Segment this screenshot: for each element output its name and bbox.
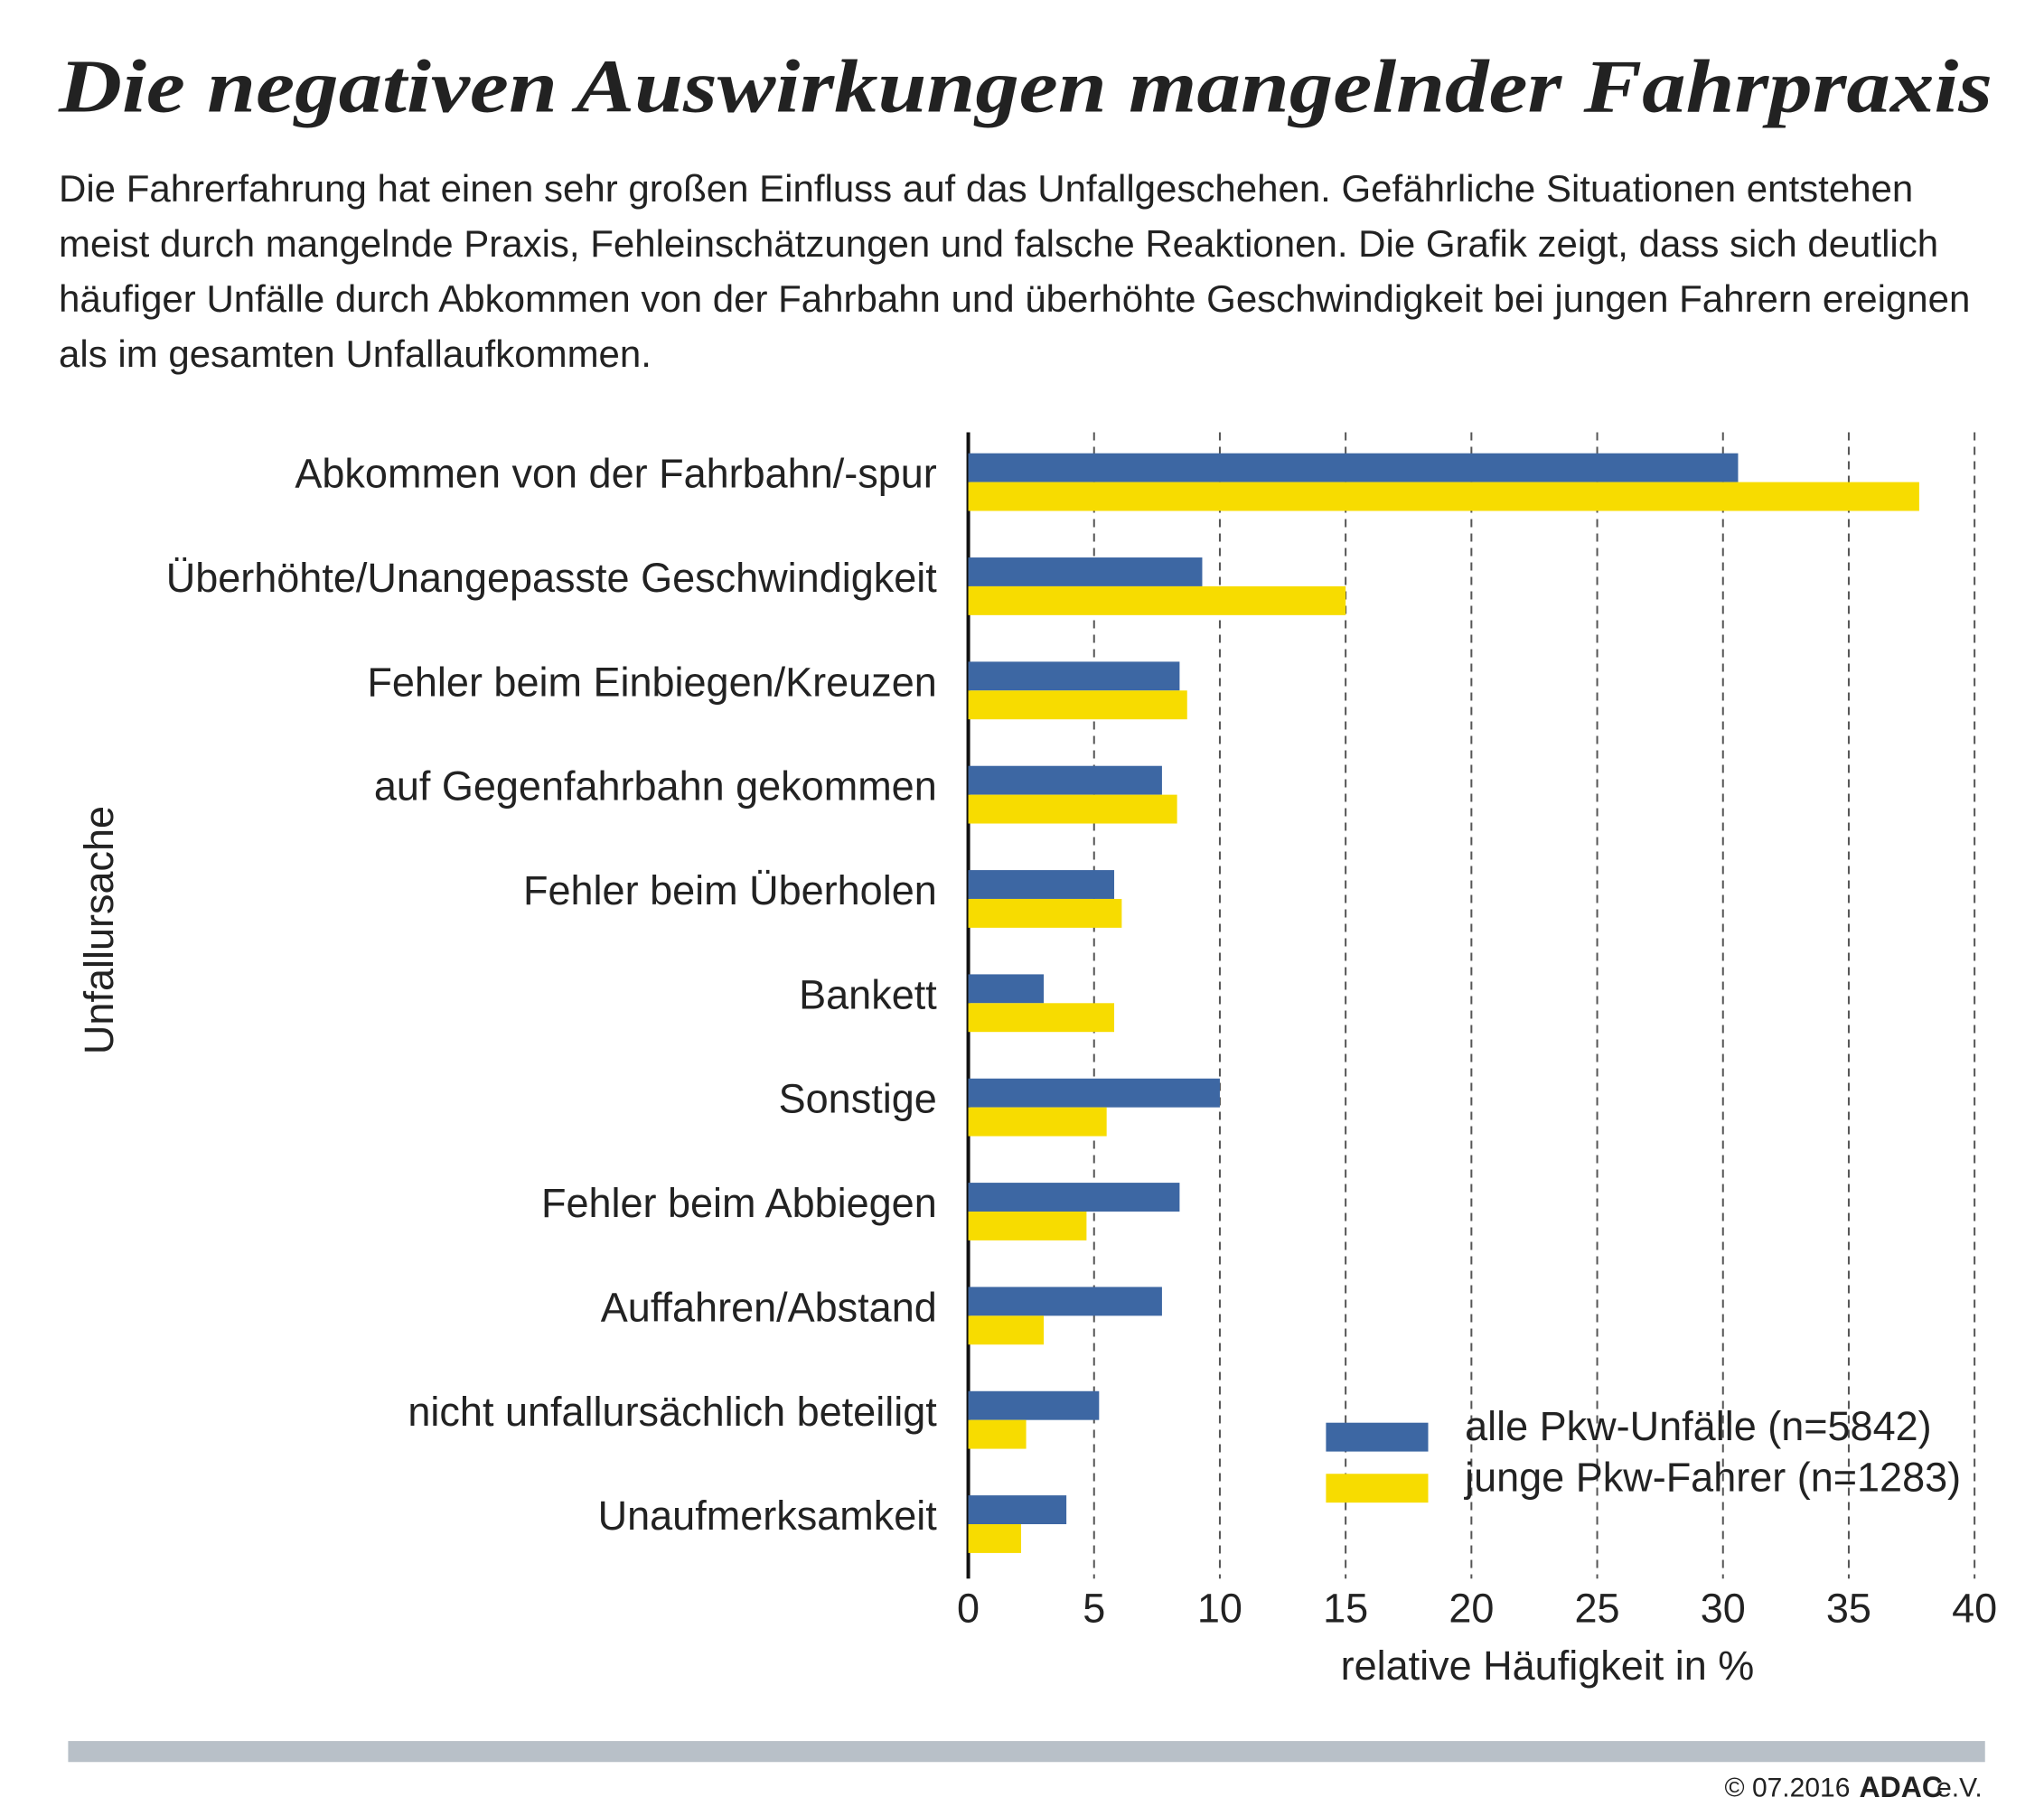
x-tick-label: 40: [1952, 1585, 1997, 1631]
bar: [968, 1078, 1220, 1108]
bar: [968, 1524, 1022, 1553]
x-tick-label: 20: [1449, 1585, 1494, 1631]
y-tick-label: Auffahren/Abstand: [601, 1284, 937, 1330]
x-tick-label: 15: [1323, 1585, 1368, 1631]
legend-label: junge Pkw-Fahrer (n=1283): [1463, 1454, 1961, 1500]
bar: [968, 1495, 1067, 1525]
legend-swatch: [1326, 1474, 1429, 1503]
bar: [968, 1390, 1100, 1420]
y-tick-label: Fehler beim Überholen: [523, 867, 937, 913]
x-tick-label: 35: [1826, 1585, 1871, 1631]
bar: [968, 1107, 1107, 1137]
bar: [968, 661, 1180, 691]
chart-subtitle: Die Fahrerfahrung hat einen sehr großen …: [59, 167, 1971, 375]
x-tick-label: 30: [1701, 1585, 1746, 1631]
y-tick-label: auf Gegenfahrbahn gekommen: [374, 763, 937, 810]
bar: [968, 453, 1739, 482]
chart-title: Die negativen Auswirkungen mangelnder Fa…: [58, 44, 1992, 128]
bar: [968, 898, 1122, 928]
bar: [968, 1003, 1115, 1033]
bar: [968, 794, 1177, 824]
footer-suffix: e.V.: [1936, 1774, 1983, 1803]
legend-swatch: [1326, 1422, 1429, 1452]
bar: [968, 585, 1346, 615]
bar: [968, 1183, 1180, 1212]
bar: [968, 690, 1187, 720]
y-tick-label: Sonstige: [779, 1076, 937, 1122]
y-tick-label: Unaufmerksamkeit: [598, 1493, 938, 1539]
y-tick-label: Überhöhte/Unangepasste Geschwindigkeit: [166, 555, 938, 601]
x-tick-label: 10: [1197, 1585, 1242, 1631]
bar: [968, 765, 1162, 795]
y-tick-label: Bankett: [799, 971, 937, 1017]
y-tick-label: Abkommen von der Fahrbahn/-spur: [295, 451, 936, 497]
x-tick-label: 0: [957, 1585, 980, 1631]
bar: [968, 1211, 1087, 1240]
bar: [968, 1287, 1162, 1316]
x-tick-label: 25: [1575, 1585, 1620, 1631]
bar: [968, 1315, 1045, 1345]
footer-copyright: © 07.2016: [1725, 1774, 1851, 1803]
bar: [968, 870, 1115, 899]
x-axis-label: relative Häufigkeit in %: [1341, 1643, 1755, 1689]
footer-bar: [68, 1741, 1985, 1763]
legend-label: alle Pkw-Unfälle (n=5842): [1465, 1403, 1932, 1449]
footer-brand: ADAC: [1860, 1771, 1943, 1803]
bar: [968, 557, 1203, 586]
y-tick-label: nicht unfallursächlich beteiligt: [408, 1389, 937, 1435]
x-tick-label: 5: [1083, 1585, 1105, 1631]
y-axis-label: Unfallursache: [76, 806, 122, 1054]
y-tick-label: Fehler beim Abbiegen: [541, 1180, 937, 1226]
bar: [968, 482, 1919, 511]
bar: [968, 974, 1045, 1004]
bar: [968, 1419, 1027, 1449]
y-tick-label: Fehler beim Einbiegen/Kreuzen: [367, 659, 936, 705]
